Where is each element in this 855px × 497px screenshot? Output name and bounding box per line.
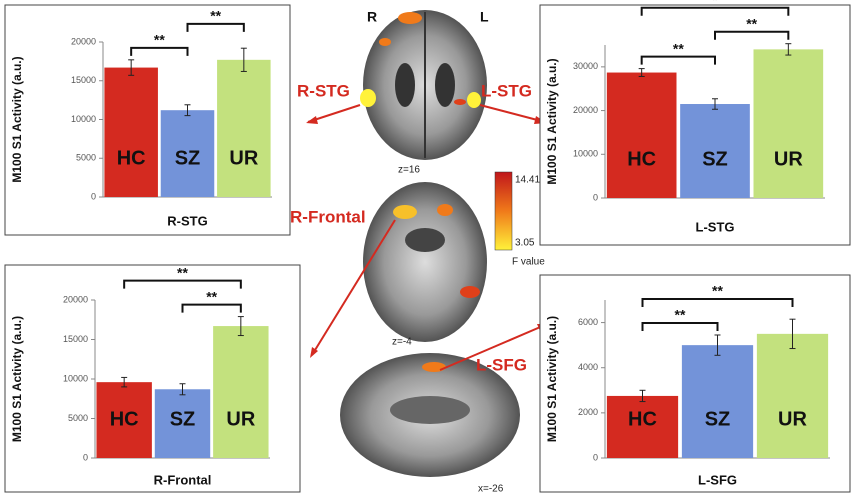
significance-bracket (130, 46, 189, 56)
slice-label: z=-4 (392, 337, 412, 348)
category-label: SZ (170, 408, 196, 430)
hemisphere-label: R (367, 9, 377, 25)
y-tick-label: 20000 (573, 105, 598, 115)
y-tick-label: 0 (91, 191, 96, 201)
y-axis-label: M100 S1 Activity (a.u.) (545, 316, 559, 442)
category-label: UR (778, 408, 807, 430)
y-tick-label: 10000 (63, 373, 88, 383)
significance-label: ** (673, 40, 684, 56)
significance-bracket (186, 22, 245, 32)
significance-bracket (641, 321, 719, 331)
bar (680, 104, 750, 198)
bar (213, 326, 269, 458)
region-label: L-SFG (476, 355, 527, 374)
slice-label: z=16 (398, 165, 420, 176)
colorbar-max: 14.41 (515, 175, 540, 186)
y-tick-label: 5000 (76, 153, 96, 163)
significance-bracket (123, 279, 242, 289)
y-tick-label: 20000 (63, 294, 88, 304)
region-label: L-STG (481, 81, 532, 100)
category-label: SZ (175, 147, 201, 169)
y-tick-label: 2000 (578, 407, 598, 417)
bar (104, 67, 158, 197)
y-tick-label: 30000 (573, 61, 598, 71)
significance-label: ** (177, 264, 188, 280)
colorbar-title: F value (512, 257, 545, 268)
brain-images (306, 10, 548, 477)
slice-label: x=-26 (478, 484, 504, 495)
significance-label: ** (675, 307, 686, 323)
bar (756, 333, 829, 458)
axial-slice (363, 182, 487, 342)
category-label: SZ (705, 408, 731, 430)
chart-title: L-SFG (698, 472, 737, 487)
chart-title: R-STG (167, 213, 207, 228)
colorbar (494, 171, 513, 251)
y-tick-label: 15000 (71, 75, 96, 85)
significance-bracket (181, 303, 242, 313)
category-label: UR (229, 147, 258, 169)
y-tick-label: 5000 (68, 413, 88, 423)
category-label: HC (628, 408, 657, 430)
y-axis-label: M100 S1 Activity (a.u.) (10, 56, 24, 182)
significance-label: ** (746, 15, 757, 31)
significance-bracket (640, 6, 790, 16)
category-label: HC (110, 408, 139, 430)
bar (96, 382, 152, 458)
bar (217, 59, 271, 198)
significance-label: ** (154, 32, 165, 48)
significance-bracket (714, 30, 790, 40)
y-axis-label: M100 S1 Activity (a.u.) (545, 58, 559, 184)
significance-bracket (640, 55, 716, 65)
significance-label: ** (206, 288, 217, 304)
category-label: UR (774, 148, 803, 170)
y-tick-label: 10000 (71, 114, 96, 124)
y-tick-label: 0 (593, 452, 598, 462)
colorbar-min: 3.05 (515, 238, 535, 249)
significance-label: ** (712, 283, 723, 299)
y-tick-label: 15000 (63, 334, 88, 344)
region-label: R-Frontal (290, 207, 366, 226)
category-label: SZ (702, 148, 728, 170)
chart-title: R-Frontal (154, 472, 212, 487)
bar (160, 110, 215, 197)
hemisphere-label: L (480, 9, 489, 25)
significance-bracket (641, 297, 794, 307)
category-label: UR (226, 408, 255, 430)
region-label: R-STG (297, 81, 350, 100)
category-label: HC (627, 148, 656, 170)
chart-title: L-STG (696, 219, 735, 234)
y-tick-label: 4000 (578, 362, 598, 372)
y-axis-label: M100 S1 Activity (a.u.) (10, 316, 24, 442)
y-tick-label: 6000 (578, 317, 598, 327)
y-tick-label: 0 (83, 452, 88, 462)
bar (606, 72, 677, 198)
category-label: HC (117, 147, 146, 169)
significance-label: ** (210, 8, 221, 24)
significance-label: * (712, 0, 718, 7)
bar (753, 49, 824, 198)
bar (681, 345, 754, 458)
y-tick-label: 20000 (71, 36, 96, 46)
y-tick-label: 10000 (573, 149, 598, 159)
bar (154, 389, 211, 458)
y-tick-label: 0 (593, 192, 598, 202)
bar (606, 395, 679, 458)
